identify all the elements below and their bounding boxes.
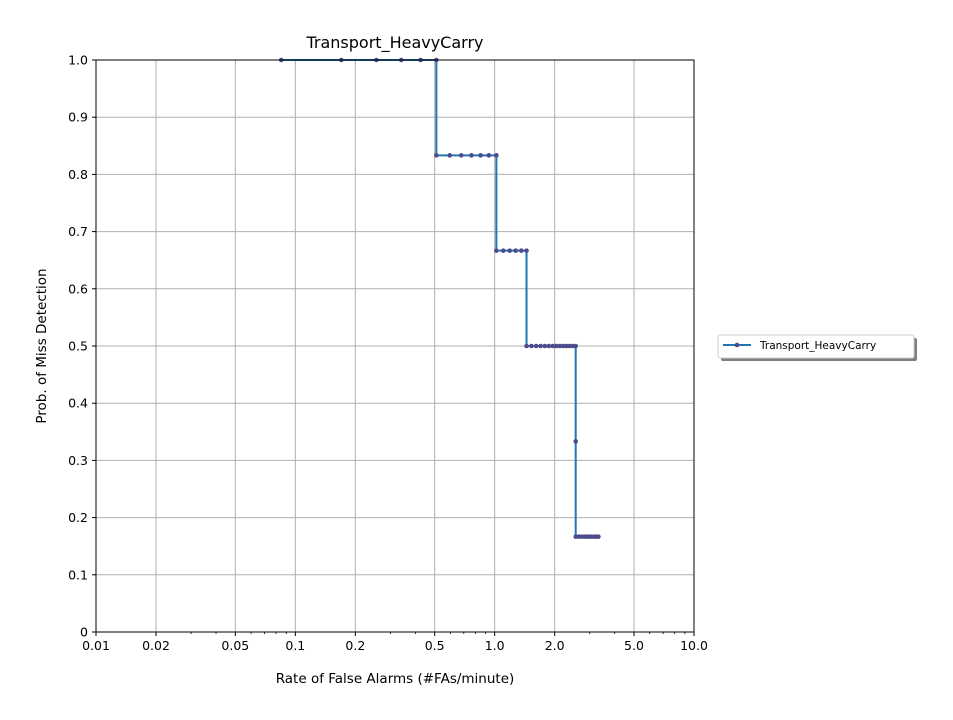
data-point (529, 343, 534, 349)
data-point (573, 343, 579, 349)
legend: Transport_HeavyCarry (717, 334, 917, 361)
x-axis-ticks: 0.01 0.02 0.05 0.1 0.2 0.5 1.0 2.0 5.0 10.0 (82, 632, 708, 653)
data-point (550, 343, 556, 349)
y-axis-label: Prob. of Miss Detection (34, 268, 50, 423)
data-point (557, 343, 563, 349)
data-point (538, 343, 543, 349)
data-point (542, 343, 548, 349)
y-tick-label: 0.6 (68, 281, 88, 296)
x-tick-label: 1.0 (485, 638, 505, 653)
data-point (596, 534, 601, 539)
data-point (469, 153, 474, 158)
data-point (458, 153, 464, 158)
data-point (524, 248, 529, 253)
legend-marker-swatch (734, 342, 740, 348)
grid (95, 59, 695, 633)
data-point (434, 153, 439, 158)
y-axis-ticks: 0 0.1 0.2 0.3 0.4 0.5 0.6 0.7 0.8 0.9 1.0 (68, 53, 96, 640)
chart-title: Transport_HeavyCarry (305, 33, 483, 53)
x-tick-label: 0.1 (285, 638, 305, 653)
data-point (546, 343, 552, 349)
series-group (278, 57, 601, 539)
x-tick-label: 2.0 (545, 638, 565, 653)
x-tick-label: 0.02 (142, 638, 170, 653)
y-tick-label: 0.9 (68, 110, 88, 125)
data-point (573, 439, 579, 444)
data-point (524, 343, 529, 349)
data-point (494, 153, 499, 158)
x-tick-label: 0.05 (221, 638, 249, 653)
data-point (554, 343, 559, 349)
x-tick-label: 0.01 (82, 638, 110, 653)
data-point (513, 248, 518, 253)
y-tick-label: 0.3 (68, 453, 88, 468)
x-tick-label: 10.0 (680, 638, 708, 653)
legend-entry-label: Transport_HeavyCarry (759, 340, 876, 352)
x-tick-label: 0.5 (425, 638, 445, 653)
y-tick-label: 1.0 (68, 53, 88, 68)
y-tick-label: 0.5 (68, 339, 88, 354)
data-point (507, 248, 513, 253)
data-point (486, 153, 492, 158)
data-point (561, 343, 566, 349)
y-tick-label: 0.8 (68, 167, 88, 182)
y-tick-label: 0.4 (68, 396, 88, 411)
data-point (447, 153, 453, 158)
data-point (518, 248, 524, 253)
x-tick-label: 0.2 (345, 638, 365, 653)
y-tick-label: 0.1 (68, 567, 88, 582)
x-axis-label: Rate of False Alarms (#FAs/minute) (276, 671, 515, 687)
series-line (281, 59, 599, 538)
y-tick-label: 0.7 (68, 224, 88, 239)
data-point (501, 248, 506, 253)
legend-box (717, 334, 915, 359)
data-point (564, 343, 569, 349)
y-tick-label: 0 (80, 625, 88, 640)
data-point (494, 248, 499, 253)
x-tick-label: 5.0 (624, 638, 644, 653)
y-tick-label: 0.2 (68, 510, 88, 525)
data-point (533, 343, 539, 349)
data-point (478, 153, 483, 158)
